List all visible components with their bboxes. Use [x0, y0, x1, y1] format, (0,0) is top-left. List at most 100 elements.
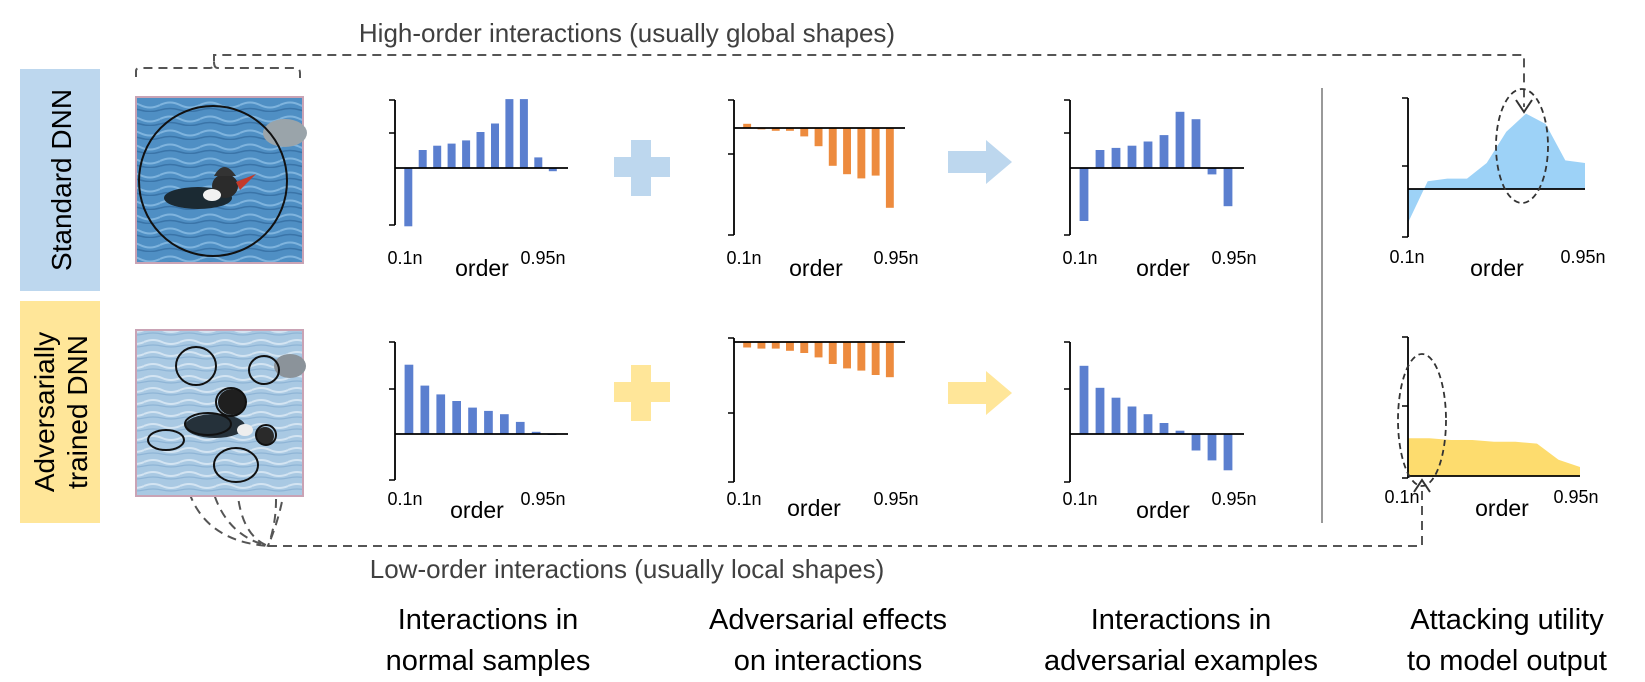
standard-adversarial-example-bar-10 [1223, 168, 1233, 207]
standard-adversarial-effect-bar-6 [814, 128, 823, 147]
standard-adversarial-example-bar-3 [1111, 147, 1121, 168]
adv-trained-adversarial-example-bar-9 [1207, 434, 1217, 461]
caption-col3-line1: Interactions in [1091, 604, 1272, 636]
standard-adversarial-example-bar-5 [1143, 141, 1153, 168]
chart-standard-normal: 0.1n 0.95n order [387, 99, 568, 281]
plus-icon-standard [614, 140, 670, 196]
standard-adversarial-example-bar-7 [1175, 111, 1185, 168]
adv-trained-adversarial-example-bar-8 [1191, 434, 1201, 451]
adv-trained-adversarial-effect-bar-3 [771, 342, 780, 349]
standard-attacking-utility-x-axis-label: order [1470, 255, 1524, 281]
adv-trained-adversarial-example-x-tick-label-start: 0.1n [1062, 489, 1097, 509]
adv-trained-adversarial-example-bar-7 [1175, 430, 1185, 434]
low-order-annotation: Low-order interactions (usually local sh… [370, 554, 884, 584]
standard-adversarial-example-x-tick-label-start: 0.1n [1062, 248, 1097, 268]
standard-adversarial-effect-bar-10 [871, 128, 880, 176]
plus-icon-adversarial [614, 365, 670, 421]
row-label-adversarial-box [20, 301, 100, 523]
arrow-right-icon-adversarial [948, 371, 1012, 415]
adv-trained-adversarial-effect-bar-2 [757, 342, 766, 349]
adv-trained-adversarial-effect-bar-6 [814, 342, 823, 358]
standard-normal-bar-1 [404, 168, 413, 227]
adv-trained-normal-bar-8 [515, 421, 525, 434]
adv-trained-adversarial-example-bar-2 [1095, 387, 1105, 434]
standard-normal-bar-10 [534, 157, 543, 168]
high-order-connector [135, 54, 1533, 114]
standard-adversarial-effect-bar-11 [885, 128, 894, 208]
chart-adv-trained-attacking-utility: 0.1n 0.95n order [1384, 336, 1599, 521]
chart-standard-adversarial-effect: 0.1n 0.95n order [726, 99, 919, 281]
chart-adv-trained-adversarial-effect: 0.1n 0.95n order [726, 337, 919, 521]
adv-trained-adversarial-example-x-tick-label-end: 0.95n [1211, 489, 1256, 509]
bird-photo-local [135, 329, 306, 497]
caption-col2-line1: Adversarial effects [709, 604, 947, 636]
chart-adv-trained-adversarial-example: 0.1n 0.95n order [1062, 341, 1257, 523]
standard-normal-bar-6 [476, 132, 485, 168]
adv-trained-normal-bar-7 [500, 414, 509, 434]
standard-adversarial-effect-bar-8 [843, 128, 851, 175]
low-order-connector [182, 382, 1431, 547]
standard-adversarial-effect-bar-5 [800, 128, 809, 137]
standard-normal-bar-11 [548, 168, 557, 172]
adv-trained-adversarial-example-bar-6 [1159, 423, 1169, 434]
standard-normal-bar-8 [505, 99, 514, 168]
adv-trained-adversarial-effect-bar-8 [843, 342, 851, 369]
standard-normal-bar-4 [447, 143, 456, 168]
standard-adversarial-example-x-axis-label: order [1136, 255, 1190, 281]
adv-trained-normal-bar-2 [420, 385, 430, 434]
adv-trained-adversarial-example-bar-1 [1079, 365, 1089, 434]
adv-trained-adversarial-effect-bar-9 [857, 342, 866, 371]
caption-col1-line1: Interactions in [398, 604, 579, 636]
standard-adversarial-example-bar-2 [1095, 150, 1105, 168]
adv-trained-attacking-utility-x-tick-label-end: 0.95n [1553, 487, 1598, 507]
adv-trained-adversarial-effect-bar-4 [786, 342, 794, 351]
standard-adversarial-example-bar-8 [1191, 119, 1201, 168]
caption-col4-line1: Attacking utility [1410, 604, 1604, 636]
high-order-annotation: High-order interactions (usually global … [359, 18, 895, 48]
standard-adversarial-example-bar-4 [1127, 145, 1137, 168]
adv-trained-normal-bar-4 [452, 401, 461, 434]
adv-trained-adversarial-example-bar-3 [1111, 397, 1121, 434]
standard-adversarial-example-bar-6 [1159, 135, 1169, 168]
row-label-standard-text: Standard DNN [46, 89, 77, 271]
standard-normal-bar-9 [519, 99, 528, 168]
adv-trained-normal-x-tick-label-start: 0.1n [387, 489, 422, 509]
standard-adversarial-effect-bar-4 [786, 128, 794, 131]
standard-normal-bar-2 [418, 150, 427, 168]
standard-adversarial-effect-bar-3 [771, 128, 780, 131]
row-label-adversarial-text-line1: Adversarially [29, 332, 60, 492]
row-label-standard: Standard DNN [20, 69, 100, 291]
adv-trained-adversarial-effect-x-axis-label: order [787, 495, 841, 521]
adv-trained-adversarial-effect-bar-10 [871, 342, 880, 375]
standard-adversarial-example-x-tick-label-end: 0.95n [1211, 248, 1256, 268]
adv-trained-adversarial-effect-bar-7 [828, 342, 837, 364]
standard-adversarial-effect-bar-7 [828, 128, 837, 166]
adv-trained-adversarial-effect-bar-5 [800, 342, 809, 353]
adv-trained-adversarial-effect-bar-11 [885, 342, 894, 378]
adv-trained-adversarial-example-bar-10 [1223, 434, 1233, 471]
standard-adversarial-effect-x-axis-label: order [789, 255, 843, 281]
arrow-right-icon-standard [948, 140, 1012, 184]
standard-adversarial-effect-bar-1 [743, 123, 752, 128]
adv-trained-adversarial-effect-x-tick-label-end: 0.95n [873, 489, 918, 509]
chart-adv-trained-normal: 0.1n 0.95n order [387, 341, 568, 523]
standard-attacking-utility-area [1408, 113, 1585, 223]
adv-trained-adversarial-example-x-axis-label: order [1136, 497, 1190, 523]
adv-trained-normal-x-axis-label: order [450, 497, 504, 523]
adv-trained-normal-bar-1 [404, 364, 414, 434]
adv-trained-normal-bar-5 [468, 407, 477, 434]
caption-col3-line2: adversarial examples [1044, 645, 1318, 677]
adv-trained-attacking-utility-x-tick-label-start: 0.1n [1384, 487, 1419, 507]
adv-trained-normal-bar-3 [436, 394, 446, 434]
row-label-standard-box [20, 69, 100, 291]
caption-col1-line2: normal samples [386, 645, 591, 677]
high-order-highlight [1495, 88, 1549, 204]
standard-adversarial-example-bar-9 [1207, 168, 1217, 175]
adv-trained-adversarial-effect-bar-1 [743, 342, 752, 348]
low-order-highlight [1397, 353, 1447, 487]
standard-adversarial-effect-bar-9 [857, 128, 866, 179]
adv-trained-adversarial-example-bar-4 [1127, 406, 1137, 434]
chart-standard-attacking-utility: 0.1n 0.95n order [1389, 97, 1606, 281]
adv-trained-normal-bar-6 [484, 410, 493, 434]
